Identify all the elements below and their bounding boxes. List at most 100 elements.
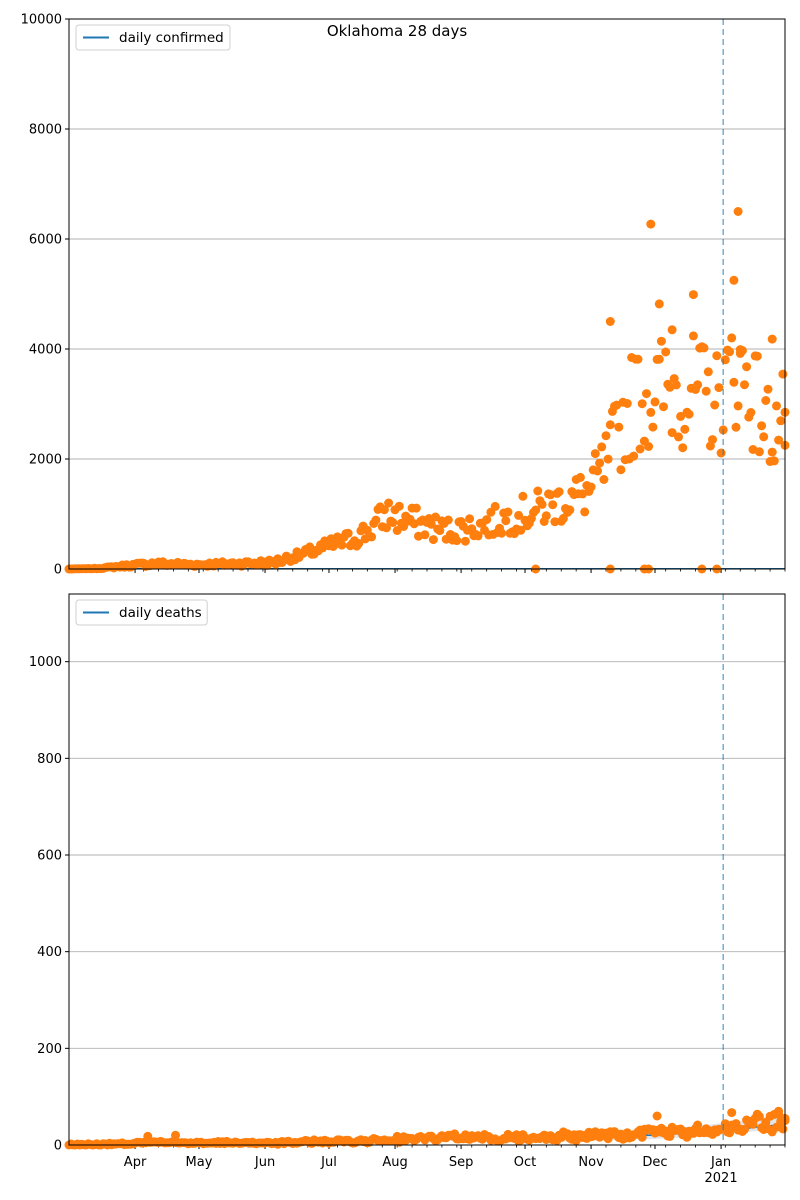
data-point <box>565 505 575 515</box>
data-point <box>595 458 605 468</box>
data-point <box>392 526 402 535</box>
y-tick-label: 8000 <box>29 123 62 138</box>
legend-label: daily confirmed <box>119 30 224 46</box>
x-year-label: 2021 <box>705 1171 738 1186</box>
data-point <box>701 386 711 396</box>
data-point <box>776 416 786 426</box>
y-tick-label: 0 <box>54 1139 62 1154</box>
data-point <box>729 275 739 285</box>
data-point <box>654 354 664 364</box>
data-point <box>514 510 524 520</box>
data-point <box>684 409 694 419</box>
data-point <box>501 516 511 526</box>
data-point <box>371 515 381 525</box>
data-point <box>379 505 389 515</box>
data-point <box>654 299 664 309</box>
data-point <box>541 511 551 521</box>
data-point <box>343 528 353 538</box>
x-tick-label: Dec <box>642 1155 667 1170</box>
data-point <box>518 491 528 501</box>
data-point <box>671 380 681 390</box>
data-point <box>388 518 398 527</box>
data-point <box>674 432 683 442</box>
data-point <box>710 400 720 410</box>
data-point <box>699 343 709 353</box>
data-point <box>616 465 626 475</box>
data-point <box>729 377 739 387</box>
data-point <box>754 1111 764 1121</box>
data-point <box>497 528 507 538</box>
data-point <box>367 532 377 542</box>
data-point <box>599 475 609 484</box>
data-point <box>452 536 462 546</box>
data-point <box>460 536 470 546</box>
data-point <box>746 408 756 417</box>
legend-box <box>75 24 231 51</box>
data-point <box>503 507 513 517</box>
data-point <box>382 523 391 533</box>
x-tick-label: Jan <box>710 1155 731 1170</box>
y-tick-label: 2000 <box>29 453 62 468</box>
legend-box <box>75 599 208 626</box>
data-point <box>742 362 752 372</box>
data-point <box>712 351 722 361</box>
data-point <box>767 447 777 457</box>
x-tick-label: Aug <box>382 1155 407 1170</box>
data-point <box>731 422 741 432</box>
data-point <box>778 369 788 379</box>
data-point <box>601 431 611 441</box>
y-tick-label: 4000 <box>29 343 62 358</box>
data-point <box>465 514 475 524</box>
data-point <box>708 435 717 445</box>
data-point <box>778 1124 788 1134</box>
data-point <box>688 331 698 341</box>
data-point <box>637 1132 647 1142</box>
data-point <box>757 421 767 431</box>
data-point <box>727 333 737 343</box>
data-point <box>428 535 438 545</box>
data-point <box>443 515 453 525</box>
data-point <box>659 402 668 412</box>
data-point <box>774 1106 784 1116</box>
data-point <box>652 1111 662 1121</box>
x-tick-label: Apr <box>124 1155 147 1170</box>
data-point <box>590 449 600 459</box>
data-point <box>720 355 730 365</box>
data-point <box>426 519 436 529</box>
data-point <box>629 451 639 461</box>
data-point <box>531 505 541 515</box>
data-point <box>635 444 645 454</box>
data-point <box>759 432 769 442</box>
data-point <box>661 347 671 357</box>
data-point <box>767 334 777 344</box>
data-point <box>548 500 558 510</box>
y-tick-label: 800 <box>37 752 62 767</box>
data-point <box>642 389 651 399</box>
x-tick-label: Jun <box>254 1155 275 1170</box>
data-point <box>772 401 781 411</box>
data-point <box>622 399 632 408</box>
data-point <box>533 486 543 496</box>
data-point <box>354 539 364 548</box>
axes-frame <box>68 18 786 570</box>
data-point <box>667 325 677 335</box>
data-point <box>727 1108 737 1118</box>
data-point <box>337 540 347 550</box>
figure-title: Oklahoma 28 days <box>327 22 468 40</box>
data-point <box>597 442 607 452</box>
data-point <box>637 399 647 409</box>
x-tick-label: Nov <box>578 1155 604 1170</box>
data-point <box>752 351 762 361</box>
data-point <box>586 482 596 492</box>
y-tick-label: 400 <box>37 945 62 960</box>
data-point <box>554 487 564 497</box>
data-point <box>143 1131 153 1141</box>
data-point <box>774 435 784 445</box>
data-point <box>171 1130 180 1140</box>
data-point <box>420 530 430 540</box>
x-tick-label: May <box>186 1155 213 1170</box>
data-point <box>763 384 773 394</box>
data-point <box>575 472 585 482</box>
data-point <box>725 1128 735 1138</box>
